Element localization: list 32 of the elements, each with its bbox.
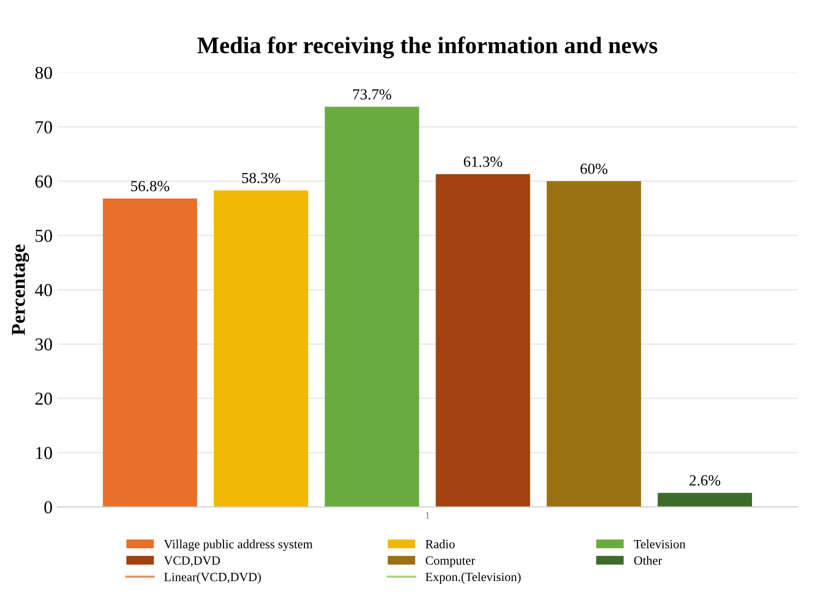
legend-label: Expon.(Television) (426, 572, 521, 584)
y-tick-label: 60 (35, 175, 52, 188)
data-label: 60% (580, 164, 608, 174)
y-tick-label: 20 (35, 392, 52, 405)
y-tick-label: 0 (44, 501, 52, 514)
x-tick-label: 1 (426, 512, 430, 519)
y-tick-label: 50 (36, 230, 52, 242)
data-label: 73.7% (353, 89, 392, 100)
data-label: 61.3% (464, 156, 502, 167)
data-label: 58.3% (242, 172, 280, 184)
chart-title: Media for receiving the information and news (197, 36, 658, 58)
legend-label: Linear(VCD,DVD) (164, 572, 261, 584)
legend-label: Television (634, 540, 686, 548)
y-tick-label: 10 (36, 446, 52, 460)
legend-label: Other (634, 556, 662, 565)
legend-label: Radio (426, 540, 455, 548)
legend-label: Computer (426, 556, 476, 568)
bar (436, 174, 530, 507)
y-tick-label: 80 (35, 66, 52, 80)
data-label: 56.8% (131, 180, 170, 192)
legend-label: VCD,DVD (164, 556, 220, 567)
bar (324, 106, 420, 507)
y-tick-label: 30 (35, 338, 52, 350)
data-label: 2.6% (690, 475, 720, 486)
y-axis-title: Percentage (12, 244, 30, 336)
legend-label: Village public address system (164, 540, 313, 551)
bar (102, 198, 198, 507)
y-tick-label: 70 (36, 121, 52, 134)
bar (546, 181, 642, 507)
y-tick-label: 40 (34, 284, 52, 296)
bar (658, 492, 752, 507)
bar (214, 190, 308, 507)
